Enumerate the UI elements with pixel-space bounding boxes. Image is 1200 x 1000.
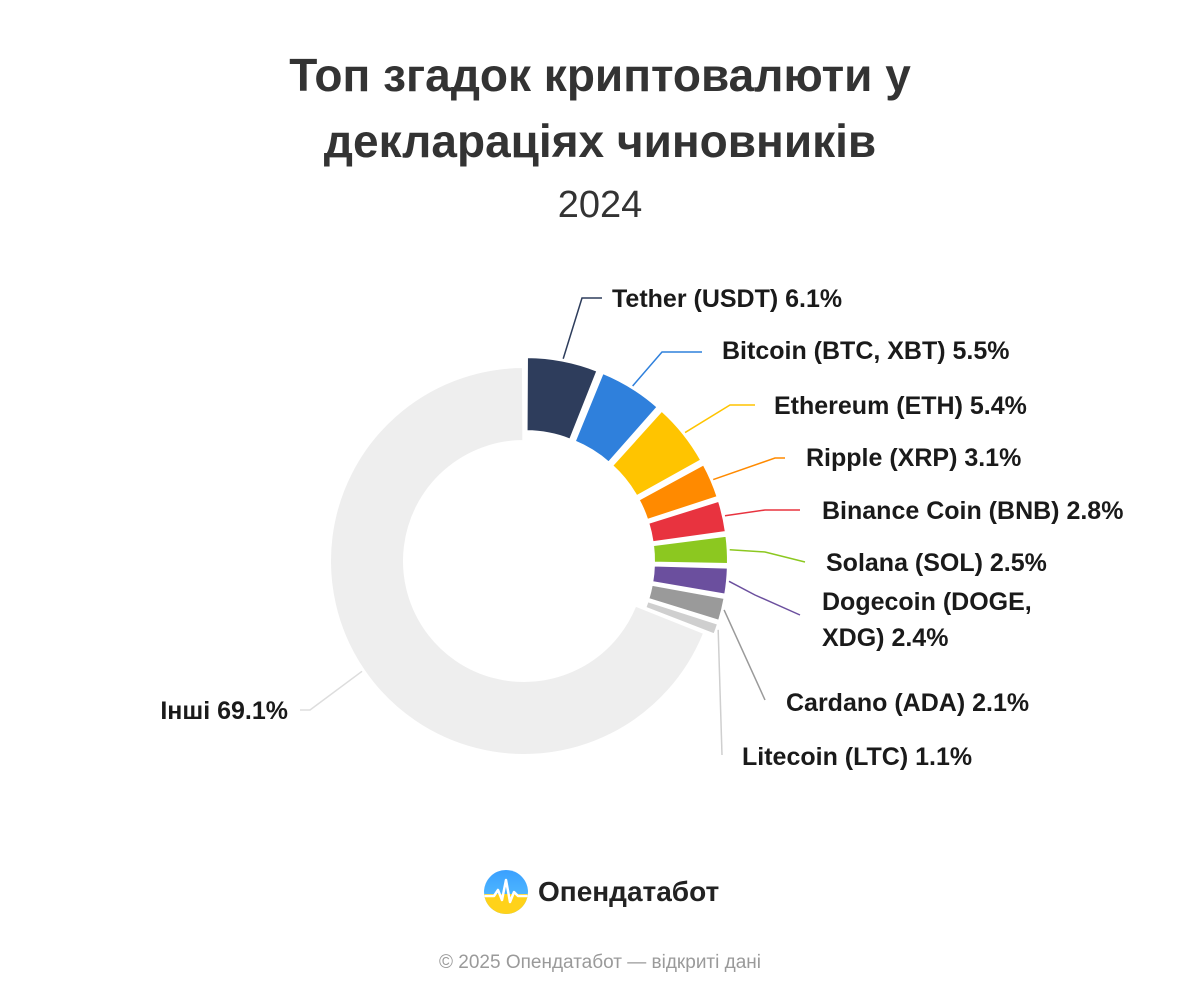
data-label-ripple-xrp: Ripple (XRP) 3.1% bbox=[806, 444, 1021, 472]
leader-line-solana-sol bbox=[729, 548, 806, 563]
chart-title: Топ згадок криптовалюти у деклараціях чи… bbox=[0, 42, 1200, 174]
chart-title-line-1: Топ згадок криптовалюти у bbox=[289, 49, 911, 101]
copyright-footer: © 2025 Опендатабот — відкриті дані bbox=[439, 952, 761, 973]
data-label-bitcoin-btc-xbt: Bitcoin (BTC, XBT) 5.5% bbox=[722, 337, 1010, 365]
slice-tether-usdt[interactable] bbox=[525, 356, 599, 441]
slice-dogecoin-doge-xdg[interactable] bbox=[651, 564, 729, 596]
slice-other[interactable] bbox=[329, 366, 706, 756]
leader-line-cardano-ada bbox=[723, 609, 766, 701]
brand-logo: Опендатабот bbox=[484, 868, 719, 916]
data-label-litecoin-ltc: Litecoin (LTC) 1.1% bbox=[742, 743, 972, 771]
data-label-solana-sol: Solana (SOL) 2.5% bbox=[826, 549, 1047, 577]
data-label-cardano-ada: Cardano (ADA) 2.1% bbox=[786, 689, 1029, 717]
leader-line-ripple-xrp bbox=[712, 457, 785, 481]
slice-bitcoin-btc-xbt[interactable] bbox=[573, 371, 659, 464]
leader-line-dogecoin-doge-xdg bbox=[728, 580, 801, 616]
data-label-other: Інші 69.1% bbox=[160, 697, 288, 725]
slice-litecoin-ltc[interactable] bbox=[644, 600, 720, 636]
slice-binance-coin-bnb[interactable] bbox=[647, 499, 727, 544]
brand-name: Опендатабот bbox=[538, 876, 720, 907]
opendatabot-logo-icon bbox=[484, 870, 528, 914]
chart-title-line-2: деклараціях чиновників bbox=[323, 115, 877, 167]
leader-line-litecoin-ltc bbox=[717, 629, 723, 756]
leader-line-bitcoin-btc-xbt bbox=[632, 351, 702, 387]
data-label-binance-coin-bnb: Binance Coin (BNB) 2.8% bbox=[822, 497, 1123, 525]
data-label-ethereum-eth: Ethereum (ETH) 5.4% bbox=[774, 392, 1027, 420]
leader-line-binance-coin-bnb bbox=[724, 509, 800, 517]
data-label-tether-usdt: Tether (USDT) 6.1% bbox=[612, 285, 842, 313]
slice-ethereum-eth[interactable] bbox=[611, 409, 703, 498]
chart-subtitle: 2024 bbox=[557, 184, 643, 226]
leader-line-ethereum-eth bbox=[684, 404, 755, 434]
slice-cardano-ada[interactable] bbox=[647, 583, 726, 622]
data-label-dogecoin-doge-xdg: Dogecoin (DOGE, XDG) 2.4% bbox=[822, 588, 1032, 652]
leader-line-other bbox=[300, 670, 363, 711]
slice-ripple-xrp[interactable] bbox=[637, 463, 719, 521]
slice-solana-sol[interactable] bbox=[652, 534, 729, 565]
leader-line-tether-usdt bbox=[562, 297, 602, 359]
